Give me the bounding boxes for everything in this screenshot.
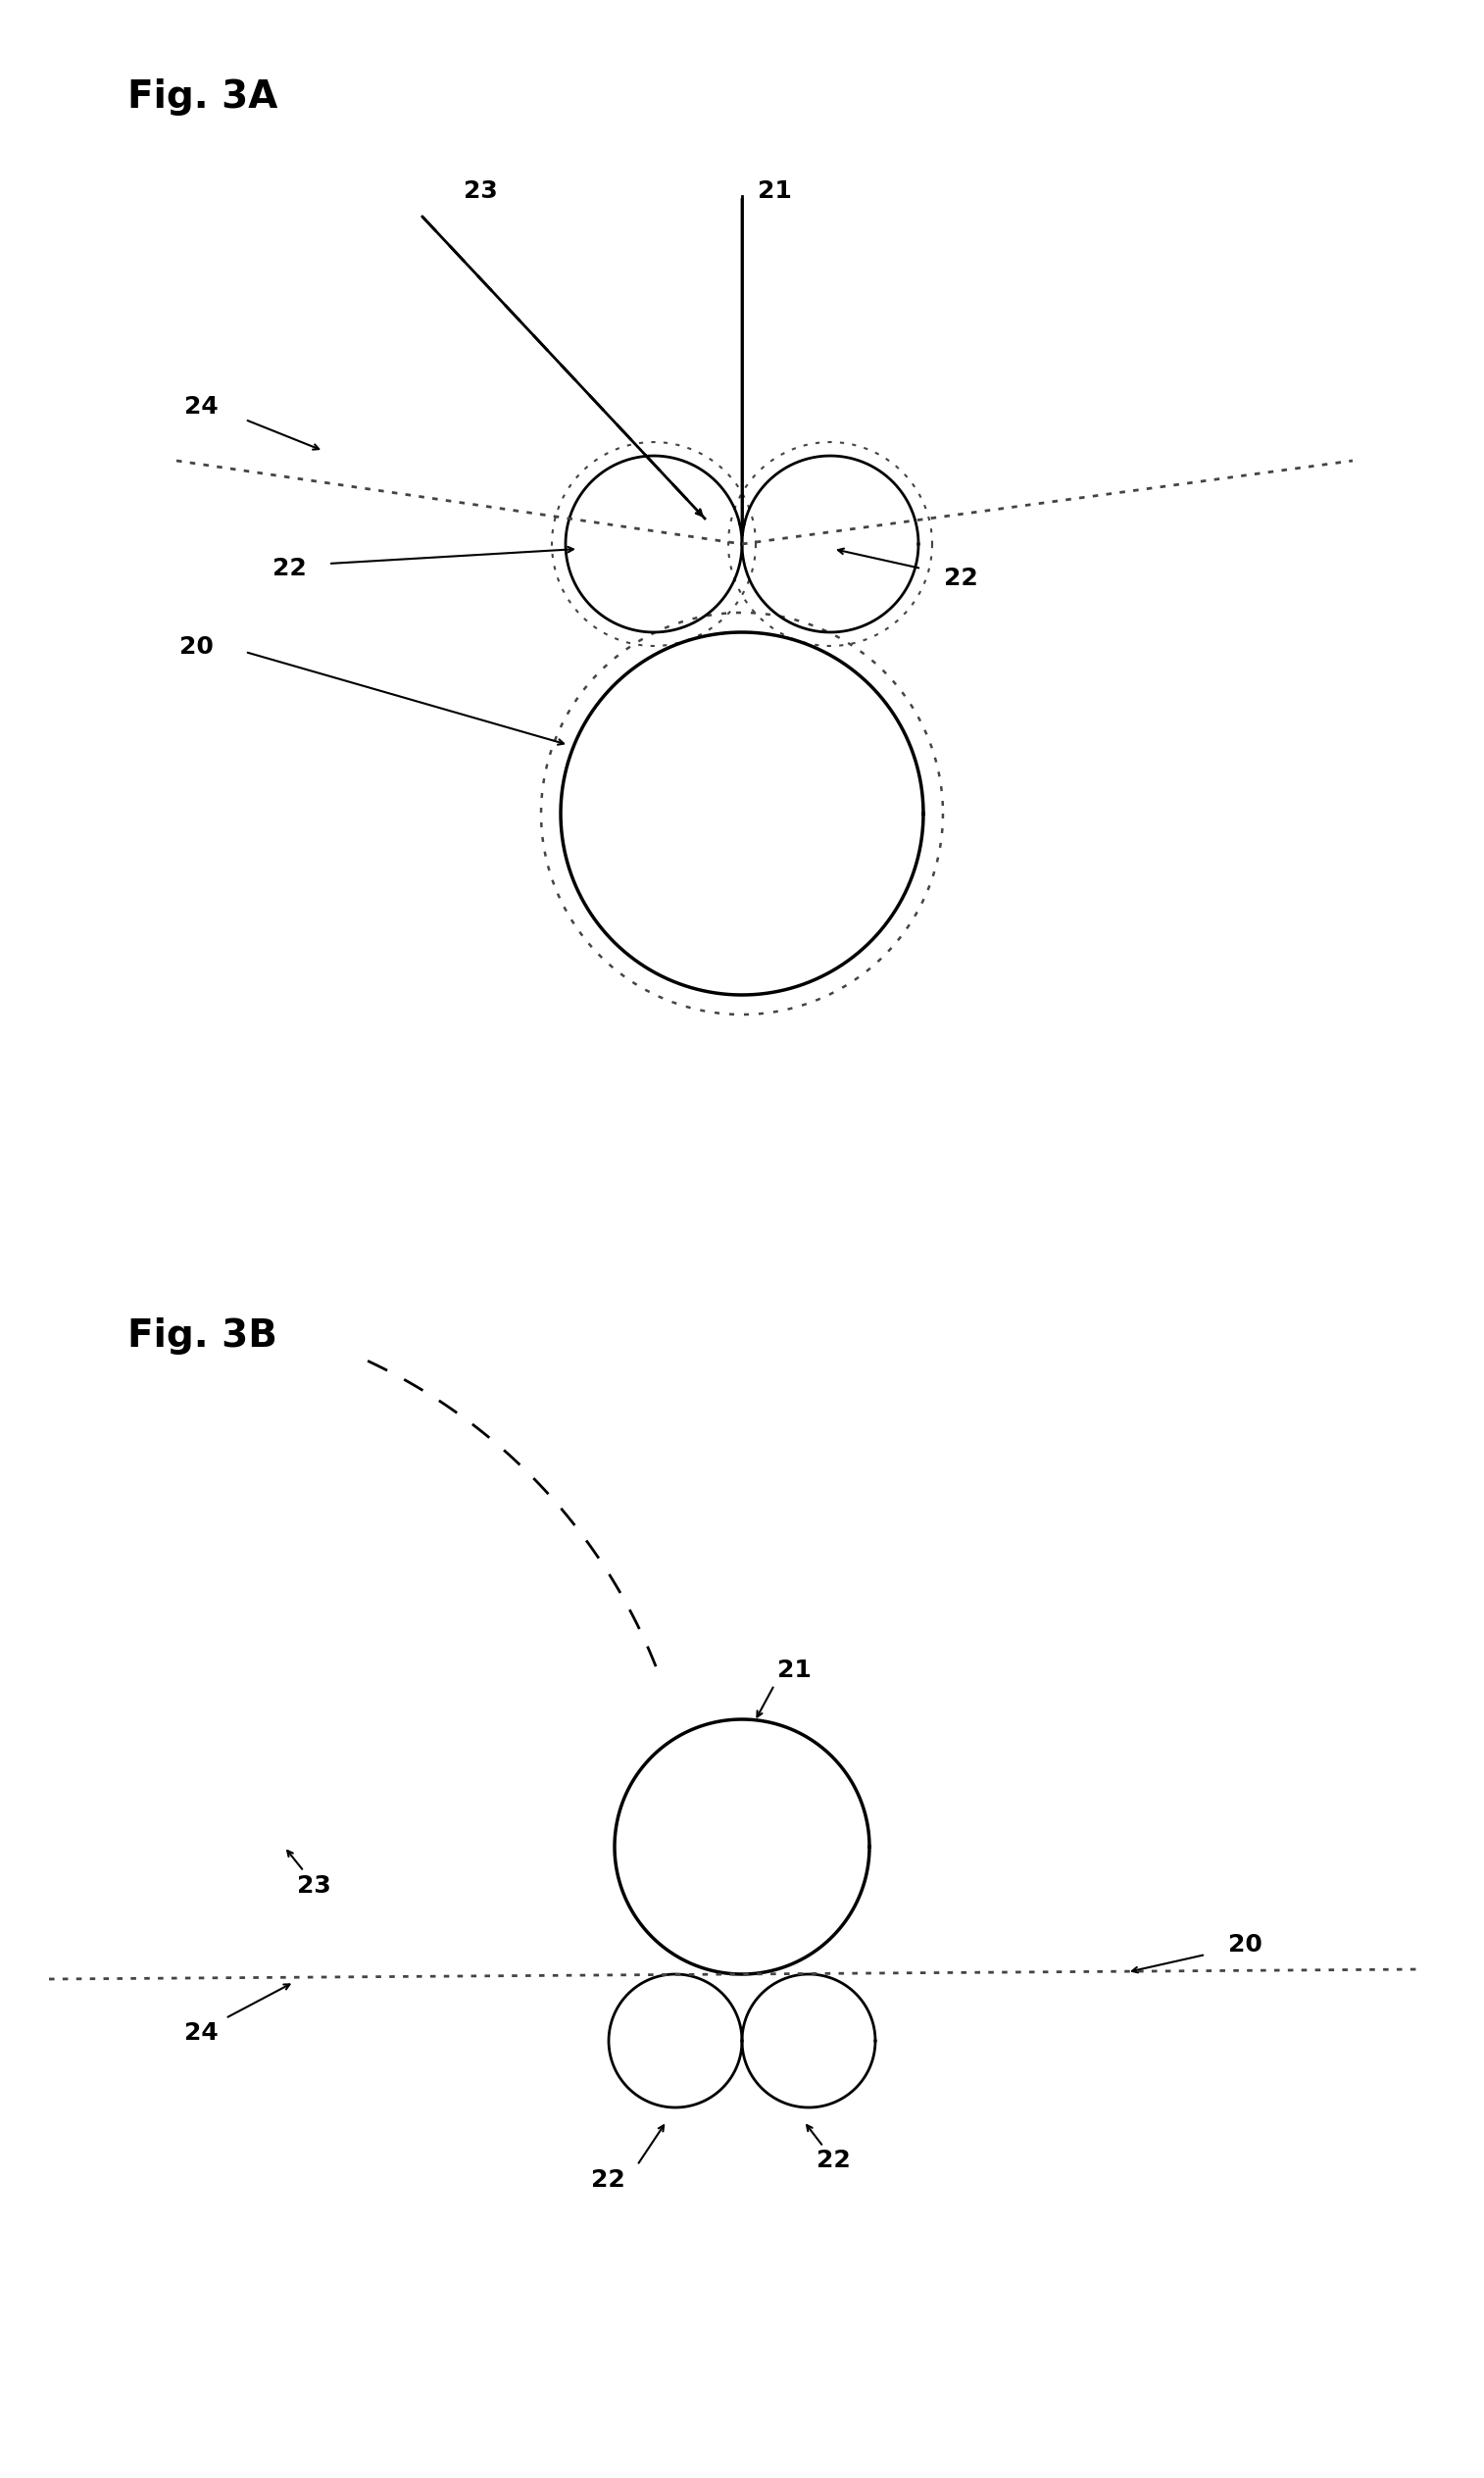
Text: 24: 24 (184, 2022, 218, 2044)
Text: 22: 22 (591, 2168, 625, 2191)
Text: 20: 20 (1227, 1933, 1261, 1958)
Text: 23: 23 (297, 1873, 331, 1898)
Text: Fig. 3A: Fig. 3A (128, 79, 278, 116)
Text: 20: 20 (180, 634, 214, 659)
Text: 21: 21 (776, 1658, 812, 1683)
Text: 23: 23 (463, 178, 497, 203)
Text: 22: 22 (944, 567, 978, 590)
Text: 22: 22 (272, 558, 306, 580)
Text: 24: 24 (184, 394, 218, 419)
Text: 22: 22 (816, 2148, 850, 2173)
Text: Fig. 3B: Fig. 3B (128, 1318, 278, 1355)
Text: 21: 21 (757, 178, 791, 203)
